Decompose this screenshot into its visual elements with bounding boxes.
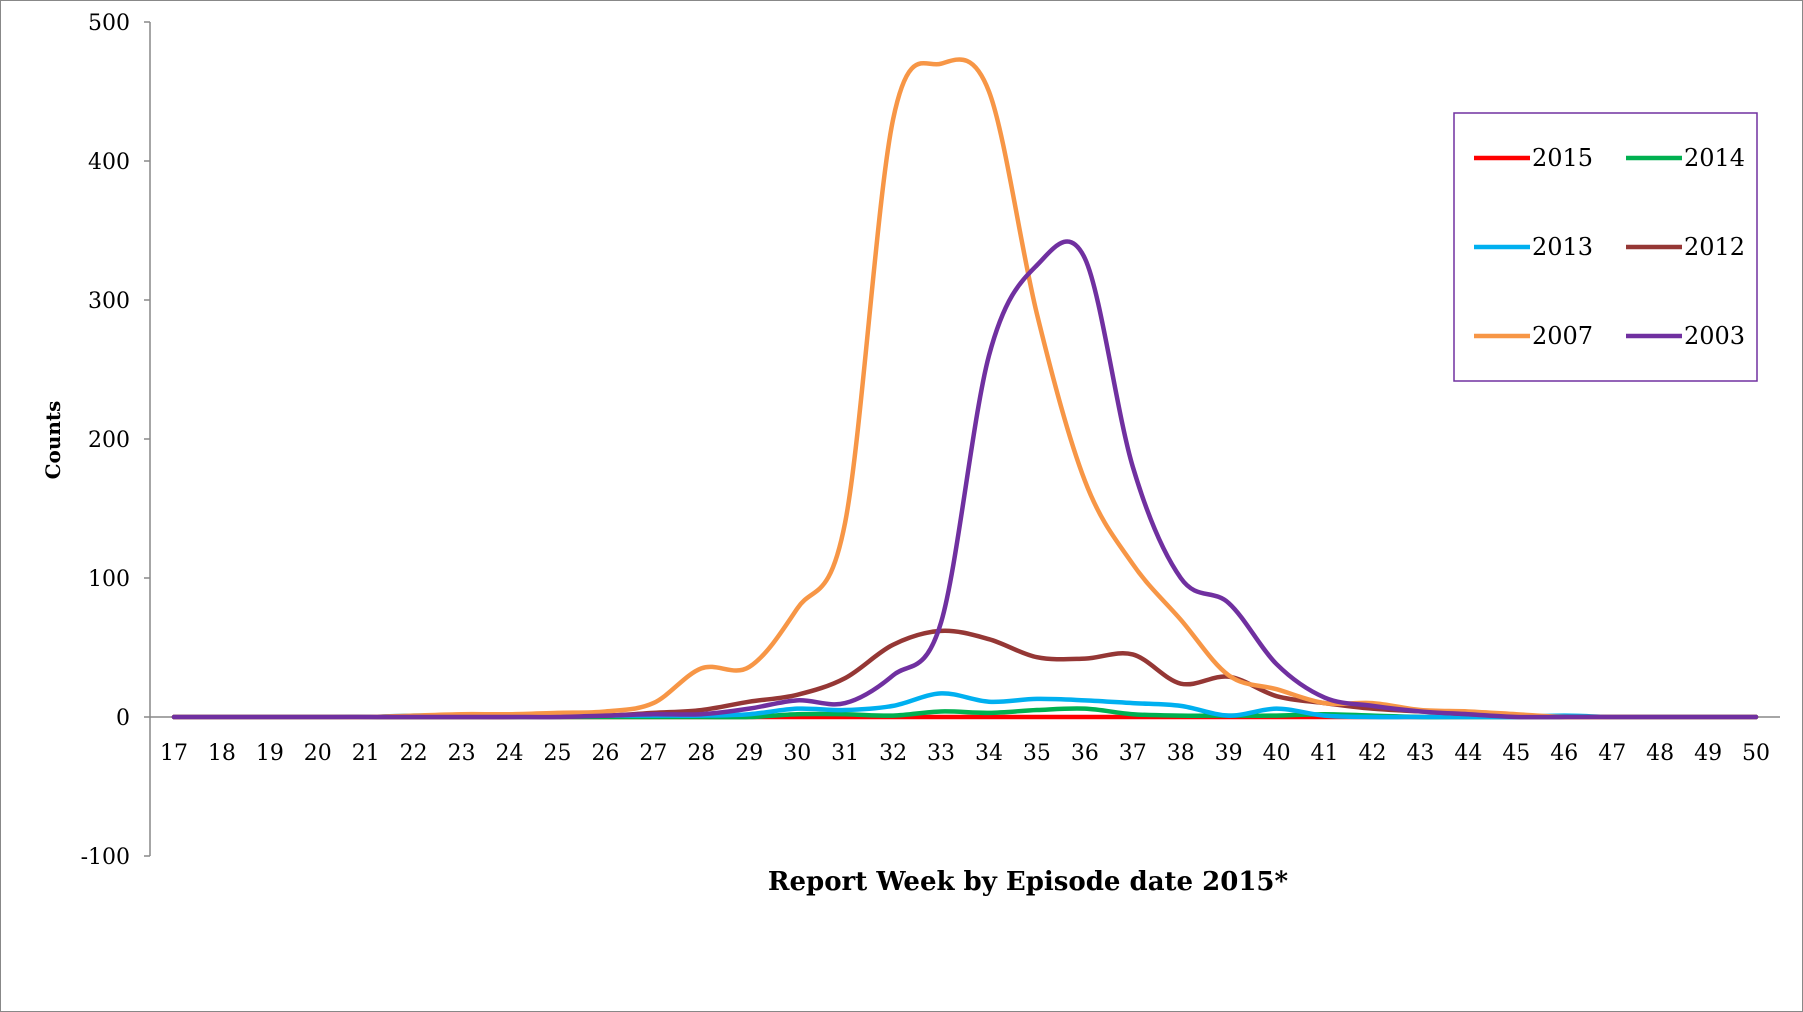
legend-label-2014: 2014 xyxy=(1684,144,1745,172)
y-tick-label: 0 xyxy=(116,706,130,731)
x-tick-label: 24 xyxy=(496,741,524,766)
x-tick-label: 42 xyxy=(1359,741,1387,766)
x-tick-label: 36 xyxy=(1071,741,1099,766)
y-tick-label: 300 xyxy=(88,289,130,314)
x-axis-title: Report Week by Episode date 2015* xyxy=(768,867,1289,897)
x-tick-label: 37 xyxy=(1119,741,1147,766)
x-tick-label: 29 xyxy=(735,741,763,766)
y-tick-label: 100 xyxy=(88,567,130,592)
x-tick-label: 35 xyxy=(1023,741,1051,766)
x-tick-label: 38 xyxy=(1167,741,1195,766)
legend-label-2003: 2003 xyxy=(1684,322,1745,350)
legend: 2015 2014 2013 2012 2007 2003 xyxy=(1453,112,1758,382)
x-tick-label: 19 xyxy=(256,741,284,766)
x-tick-label: 50 xyxy=(1742,741,1770,766)
series-line-2003 xyxy=(171,239,1759,720)
x-tick-label: 49 xyxy=(1694,741,1722,766)
y-ticks: -100 0 100 200 300 400 500 xyxy=(81,11,150,870)
x-tick-label: 30 xyxy=(783,741,811,766)
series-lines xyxy=(171,57,1759,720)
x-tick-label: 26 xyxy=(591,741,619,766)
x-tick-label: 18 xyxy=(208,741,236,766)
series-line-2007 xyxy=(171,57,1759,720)
x-tick-label: 28 xyxy=(687,741,715,766)
y-tick-label: 500 xyxy=(88,11,130,36)
legend-label-2013: 2013 xyxy=(1532,233,1593,261)
x-tick-label: 20 xyxy=(304,741,332,766)
x-tick-label: 40 xyxy=(1263,741,1291,766)
x-tick-label: 31 xyxy=(831,741,859,766)
x-ticks: 17 18 19 20 21 22 23 24 25 26 27 28 29 30 31 32 33 34 35 36… xyxy=(160,741,1770,766)
x-tick-label: 33 xyxy=(927,741,955,766)
x-tick-label: 45 xyxy=(1502,741,1530,766)
x-tick-label: 27 xyxy=(639,741,667,766)
x-tick-label: 21 xyxy=(352,741,380,766)
x-tick-label: 34 xyxy=(975,741,1003,766)
y-tick-label: 400 xyxy=(88,150,130,175)
x-tick-label: 48 xyxy=(1646,741,1674,766)
x-tick-label: 41 xyxy=(1311,741,1339,766)
x-tick-label: 46 xyxy=(1550,741,1578,766)
x-tick-label: 47 xyxy=(1598,741,1626,766)
legend-label-2015: 2015 xyxy=(1532,144,1593,172)
x-tick-label: 43 xyxy=(1406,741,1434,766)
y-axis-title: Counts xyxy=(41,401,65,480)
y-tick-label: -100 xyxy=(81,845,130,870)
legend-label-2012: 2012 xyxy=(1684,233,1745,261)
x-tick-label: 22 xyxy=(400,741,428,766)
x-tick-label: 23 xyxy=(448,741,476,766)
x-tick-label: 25 xyxy=(544,741,572,766)
legend-label-2007: 2007 xyxy=(1532,322,1593,350)
x-tick-label: 17 xyxy=(160,741,188,766)
x-tick-label: 39 xyxy=(1215,741,1243,766)
y-tick-label: 200 xyxy=(88,428,130,453)
x-tick-label: 32 xyxy=(879,741,907,766)
x-tick-label: 44 xyxy=(1454,741,1482,766)
